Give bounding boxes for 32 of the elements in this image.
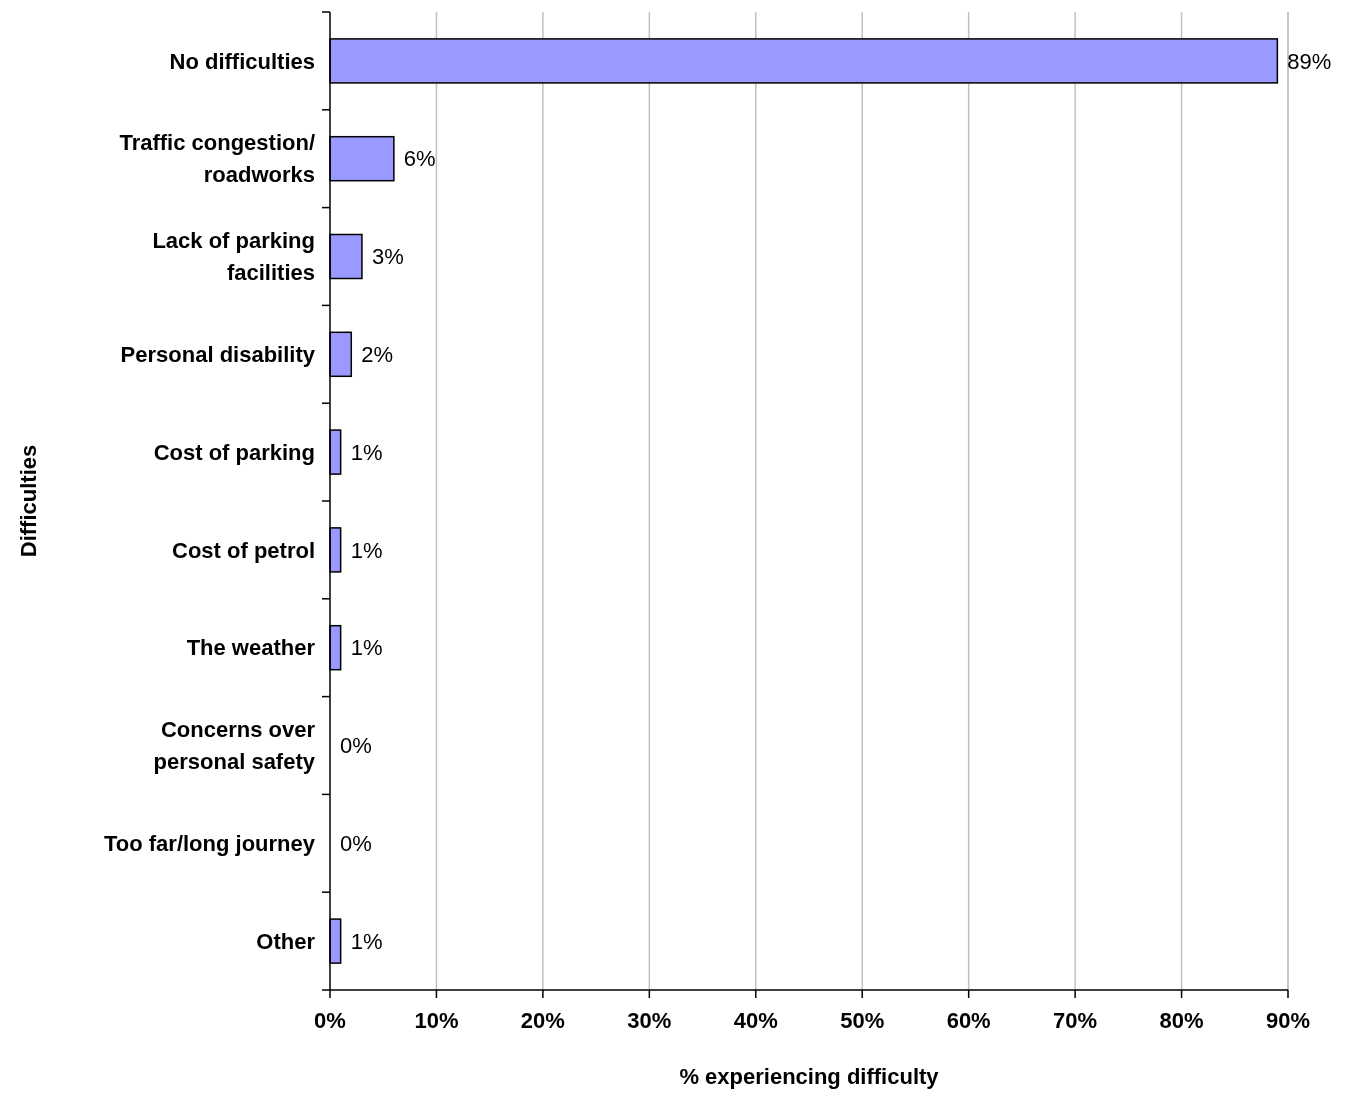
y-tick-label: Lack of parking facilities: [152, 228, 315, 286]
y-tick-label: The weather: [186, 635, 316, 661]
x-tick-label: 70%: [1053, 1008, 1098, 1033]
data-label: 6%: [403, 146, 436, 172]
data-label: 89%: [1287, 48, 1332, 74]
data-label: 2%: [361, 342, 394, 367]
data-label: 1%: [350, 635, 383, 661]
y-tick-label: Cost of parking: [153, 439, 315, 465]
data-label: 1%: [350, 537, 383, 563]
y-axis-title: Difficulties: [16, 444, 41, 558]
y-tick-label: Other: [256, 928, 316, 954]
data-label: 3%: [371, 244, 404, 270]
x-tick-label: 20%: [520, 1008, 565, 1033]
data-label: 1%: [350, 928, 383, 954]
data-label: 0%: [340, 831, 372, 856]
y-tick-label: Too far/long journey: [103, 831, 316, 856]
y-tick-label: Cost of petrol: [172, 537, 315, 563]
y-tick-label: Traffic congestion/ roadworks: [119, 130, 315, 188]
x-tick-label: 0%: [314, 1008, 346, 1033]
data-label: 1%: [350, 439, 383, 465]
y-tick-label: Concerns over personal safety: [153, 717, 316, 775]
x-tick-label: 80%: [1159, 1008, 1204, 1033]
y-tick-label: Personal disability: [120, 342, 316, 367]
data-label: 0%: [340, 733, 372, 759]
x-tick-label: 40%: [733, 1008, 778, 1033]
x-tick-label: 30%: [627, 1008, 672, 1033]
x-tick-label: 90%: [1265, 1008, 1311, 1033]
y-tick-label: No difficulties: [169, 48, 315, 74]
x-axis-title: % experiencing difficulty: [679, 1064, 940, 1089]
x-tick-label: 50%: [840, 1008, 885, 1033]
x-tick-label: 60%: [946, 1008, 991, 1033]
x-tick-label: 10%: [414, 1008, 459, 1033]
